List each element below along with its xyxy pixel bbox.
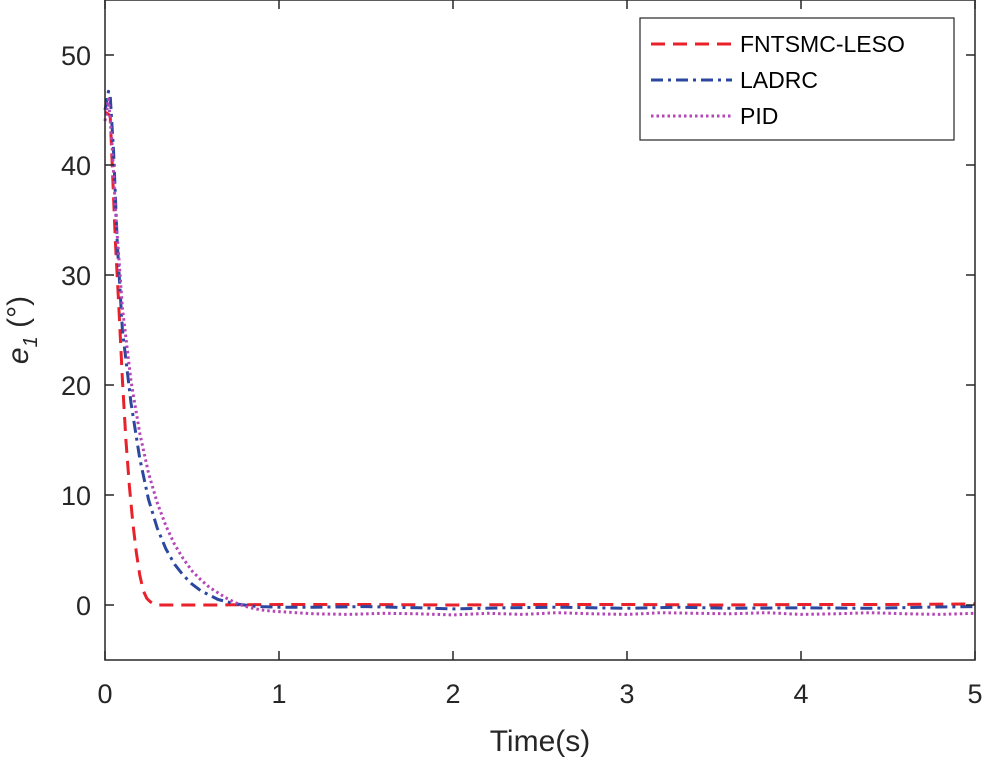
plot-frame bbox=[104, 0, 976, 661]
legend-label: PID bbox=[740, 103, 778, 129]
legend-label: LADRC bbox=[740, 67, 818, 93]
y-axis-label-subscript: 1 bbox=[20, 336, 42, 347]
x-tick-label: 5 bbox=[967, 679, 982, 709]
x-tick-label: 4 bbox=[793, 679, 808, 709]
y-tick-label: 40 bbox=[61, 151, 91, 181]
y-axis-label-var: e bbox=[2, 347, 35, 364]
series-layer bbox=[103, 89, 976, 617]
x-axis-label: Time(s) bbox=[490, 725, 591, 758]
x-tick-label: 0 bbox=[97, 679, 112, 709]
y-axis-label: e1 (°) bbox=[2, 296, 42, 364]
series-line-ladrc bbox=[103, 89, 976, 611]
y-tick-label: 10 bbox=[61, 481, 91, 511]
x-axis-ticks: 0 1 2 3 4 5 bbox=[97, 0, 983, 709]
x-tick-label: 2 bbox=[445, 679, 460, 709]
y-axis-ticks: 0 10 20 30 40 50 bbox=[61, 41, 975, 621]
x-tick-label: 3 bbox=[619, 679, 634, 709]
x-tick-label: 1 bbox=[271, 679, 286, 709]
series-line-fntsmc-leso bbox=[104, 110, 976, 607]
legend-box bbox=[639, 17, 955, 141]
legend: FNTSMC-LESO LADRC PID bbox=[639, 17, 955, 141]
legend-label: FNTSMC-LESO bbox=[740, 31, 905, 57]
series-line-pid bbox=[103, 97, 976, 617]
y-tick-label: 0 bbox=[76, 591, 91, 621]
y-tick-label: 50 bbox=[61, 41, 91, 71]
y-tick-label: 30 bbox=[61, 261, 91, 291]
y-axis-label-unit: (°) bbox=[2, 296, 35, 336]
y-tick-label: 20 bbox=[61, 371, 91, 401]
